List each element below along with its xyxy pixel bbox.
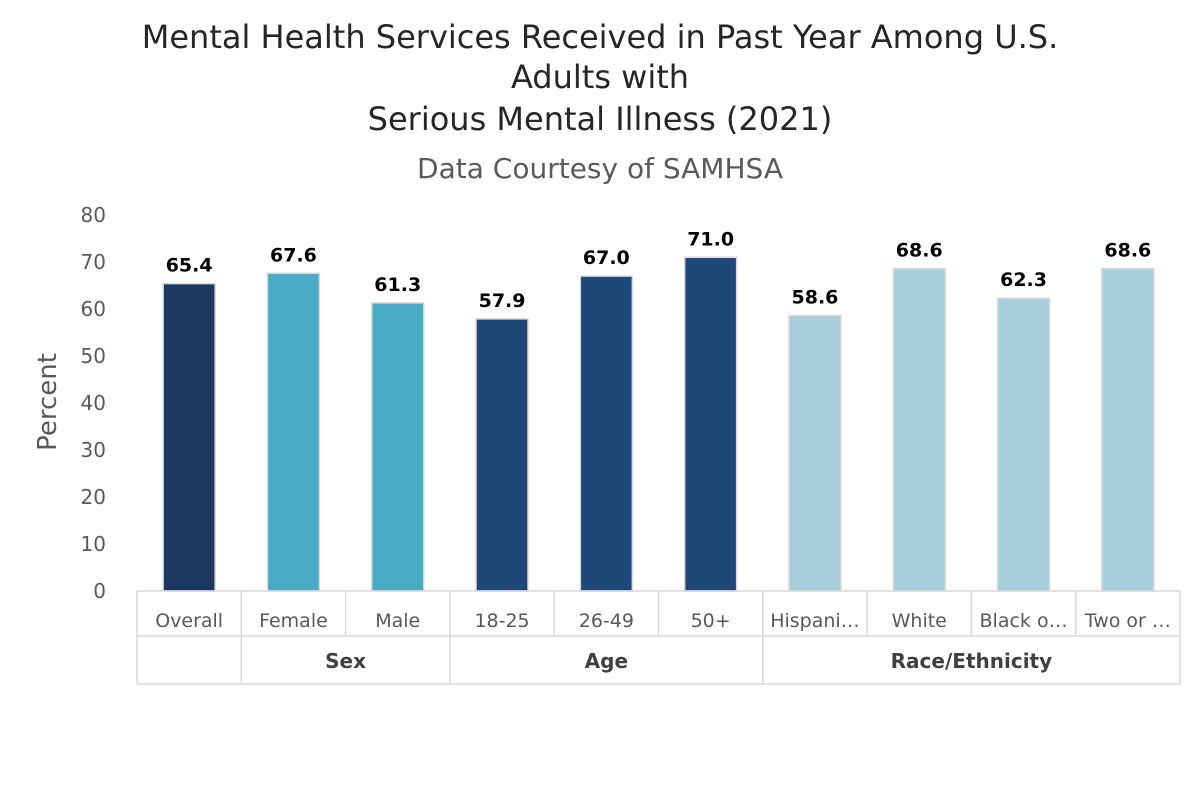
bar-data-label: 71.0 [687, 228, 734, 250]
chart-title-line-2: Adults with [511, 58, 689, 96]
bar [475, 318, 529, 592]
bar [371, 302, 425, 592]
bar [266, 272, 321, 592]
bar-data-label: 65.4 [166, 255, 213, 277]
category-label: 50+ [691, 610, 731, 632]
y-axis-label: Percent [33, 353, 63, 451]
bar-data-label: 68.6 [896, 240, 943, 262]
category-label: 26-49 [579, 610, 634, 632]
bar [683, 256, 738, 592]
y-tick-label: 80 [81, 203, 106, 227]
category-label: Black o… [980, 610, 1068, 632]
group-label: Race/Ethnicity [891, 649, 1052, 673]
bar-data-label: 67.6 [270, 244, 317, 266]
bar-data-label: 62.3 [1000, 269, 1047, 291]
y-tick-label: 20 [81, 485, 106, 509]
category-axis-table: Overall Female Male 18-25 26-49 50+ Hispani… Wh… [136, 590, 1181, 685]
bar-data-label: 57.9 [479, 290, 526, 312]
bar [579, 275, 634, 592]
data-labels-group: 65.4 67.6 61.3 57.9 67.0 71.0 58.6 68.6 62.3 68.6 [166, 228, 1152, 312]
category-label: 18-25 [474, 610, 529, 632]
y-axis-ticks: 0 10 20 30 40 50 60 70 80 [81, 203, 106, 603]
bar-data-label: 68.6 [1104, 240, 1151, 262]
y-tick-label: 30 [81, 438, 106, 462]
category-label: White [892, 610, 947, 632]
category-label: Two or … [1084, 610, 1171, 632]
bar [892, 267, 946, 592]
category-label: Overall [155, 610, 223, 632]
y-tick-label: 0 [93, 579, 106, 603]
chart-title-line-3: Serious Mental Illness (2021) [368, 100, 833, 138]
category-label: Male [375, 610, 420, 632]
bar [996, 297, 1051, 592]
bar [162, 282, 216, 592]
y-tick-label: 50 [81, 344, 106, 368]
category-label: Female [259, 610, 328, 632]
group-label: Age [585, 649, 628, 673]
category-label: Hispani… [770, 610, 860, 632]
bar-data-label: 67.0 [583, 247, 630, 269]
bar [1101, 267, 1155, 592]
bar-data-label: 61.3 [374, 274, 421, 296]
y-tick-label: 10 [81, 532, 106, 556]
y-tick-label: 40 [81, 391, 106, 415]
group-label: Sex [325, 649, 366, 673]
y-tick-label: 60 [81, 297, 106, 321]
bars-group [162, 256, 1155, 592]
bar-data-label: 58.6 [792, 287, 839, 309]
y-tick-label: 70 [81, 250, 106, 274]
chart-subtitle: Data Courtesy of SAMHSA [417, 152, 783, 185]
chart-title-line-1: Mental Health Services Received in Past … [142, 18, 1059, 56]
bar [788, 314, 842, 592]
